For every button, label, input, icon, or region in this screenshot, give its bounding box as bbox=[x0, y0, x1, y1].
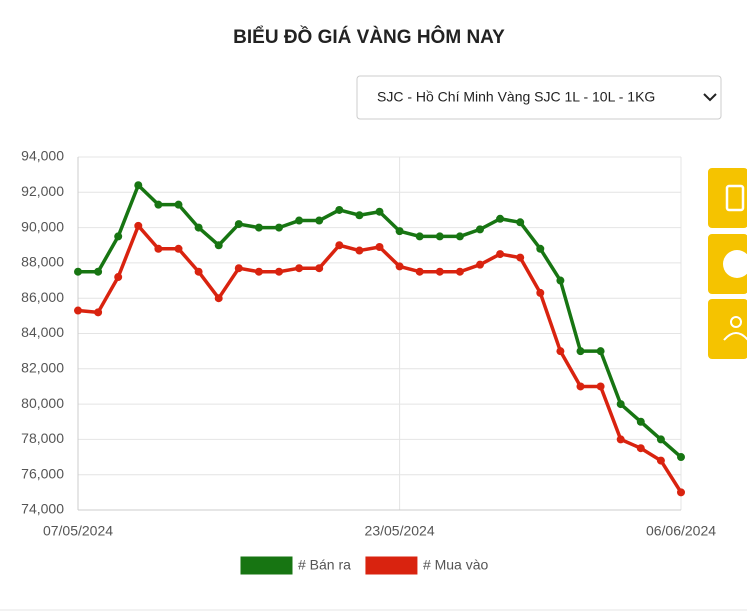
legend-swatch[interactable] bbox=[239, 555, 294, 576]
data-point bbox=[335, 205, 344, 214]
y-tick-label: 88,000 bbox=[21, 254, 64, 270]
select[interactable]: SJC - Hồ Chí Minh Vàng SJC 1L - 10L - 1K… bbox=[356, 75, 722, 120]
chart-title: BIỂU ĐỒ GIÁ VÀNG HÔM NAY bbox=[233, 26, 505, 48]
y-tick-label: 92,000 bbox=[21, 183, 64, 199]
data-point bbox=[194, 223, 203, 232]
data-point bbox=[496, 250, 505, 259]
data-point bbox=[476, 225, 484, 234]
community-button[interactable] bbox=[708, 299, 747, 359]
x-tick-label: 06/06/2024 bbox=[646, 523, 716, 539]
data-point bbox=[114, 232, 123, 241]
y-tick-label: 82,000 bbox=[21, 360, 64, 376]
data-point bbox=[455, 232, 464, 241]
data-point bbox=[596, 382, 605, 391]
data-point bbox=[335, 241, 344, 250]
data-point bbox=[154, 200, 163, 209]
data-point bbox=[375, 243, 384, 252]
community-icon bbox=[730, 316, 742, 328]
data-point bbox=[275, 223, 283, 232]
data-point bbox=[234, 264, 243, 273]
data-point bbox=[556, 347, 565, 356]
data-point bbox=[677, 488, 685, 497]
data-point bbox=[636, 444, 645, 453]
series-line bbox=[77, 224, 683, 494]
side-buttons bbox=[708, 168, 747, 359]
data-point bbox=[415, 267, 424, 276]
data-point bbox=[174, 244, 183, 253]
data-point bbox=[536, 288, 545, 297]
data-point bbox=[275, 267, 283, 276]
data-point bbox=[74, 306, 82, 315]
data-point bbox=[94, 267, 103, 276]
data-point bbox=[476, 260, 484, 269]
data-point bbox=[154, 244, 163, 253]
data-point bbox=[355, 246, 364, 255]
legend-label[interactable]: # Mua vào bbox=[423, 557, 489, 573]
data-point bbox=[435, 267, 444, 276]
data-point bbox=[174, 200, 183, 209]
y-tick-label: 80,000 bbox=[21, 395, 64, 411]
y-tick-label: 74,000 bbox=[21, 501, 64, 517]
data-point bbox=[496, 214, 505, 223]
data-point bbox=[114, 273, 123, 282]
data-point bbox=[214, 294, 223, 303]
series-line bbox=[78, 183, 683, 459]
x-tick-label: 07/05/2024 bbox=[43, 523, 113, 539]
data-point bbox=[234, 220, 243, 229]
data-point bbox=[395, 227, 404, 236]
data-point bbox=[516, 218, 525, 227]
data-point bbox=[134, 181, 143, 190]
community-icon bbox=[723, 332, 747, 341]
y-tick-label: 76,000 bbox=[21, 465, 64, 481]
data-point bbox=[375, 207, 384, 216]
data-point bbox=[194, 267, 203, 276]
calculator-icon bbox=[725, 184, 745, 212]
data-point bbox=[214, 241, 223, 250]
data-point bbox=[295, 216, 304, 225]
data-point bbox=[616, 400, 625, 409]
data-point bbox=[556, 276, 565, 285]
data-point bbox=[677, 453, 685, 462]
data-point bbox=[656, 435, 665, 444]
legend-swatch[interactable] bbox=[364, 555, 419, 576]
data-point bbox=[616, 435, 625, 444]
select-chevron[interactable] bbox=[703, 93, 717, 102]
data-point bbox=[315, 264, 324, 273]
y-tick-label: 94,000 bbox=[21, 148, 64, 164]
data-point bbox=[576, 382, 585, 391]
y-tick-label: 78,000 bbox=[21, 430, 64, 446]
data-point bbox=[295, 264, 304, 273]
data-point bbox=[94, 308, 103, 317]
data-point bbox=[536, 244, 545, 253]
data-point bbox=[254, 267, 263, 276]
data-point bbox=[596, 347, 605, 356]
data-point bbox=[254, 223, 263, 232]
data-point bbox=[455, 267, 464, 276]
x-tick-label: 23/05/2024 bbox=[365, 523, 435, 539]
select-box[interactable] bbox=[356, 75, 722, 120]
data-point bbox=[636, 417, 645, 426]
data-point bbox=[656, 456, 665, 465]
select-text[interactable]: SJC - Hồ Chí Minh Vàng SJC 1L - 10L - 1K… bbox=[377, 89, 655, 105]
data-point bbox=[516, 253, 525, 262]
data-point bbox=[355, 211, 364, 220]
data-point bbox=[315, 216, 324, 225]
data-point bbox=[395, 262, 404, 271]
data-point bbox=[576, 347, 585, 356]
y-tick-label: 90,000 bbox=[21, 218, 64, 234]
data-point bbox=[134, 221, 143, 230]
facebook-icon bbox=[723, 250, 747, 278]
data-point bbox=[435, 232, 444, 241]
data-point bbox=[415, 232, 424, 241]
legend-label[interactable]: # Bán ra bbox=[298, 557, 351, 573]
y-tick-label: 84,000 bbox=[21, 324, 64, 340]
data-point bbox=[74, 267, 82, 276]
y-tick-label: 86,000 bbox=[21, 289, 64, 305]
